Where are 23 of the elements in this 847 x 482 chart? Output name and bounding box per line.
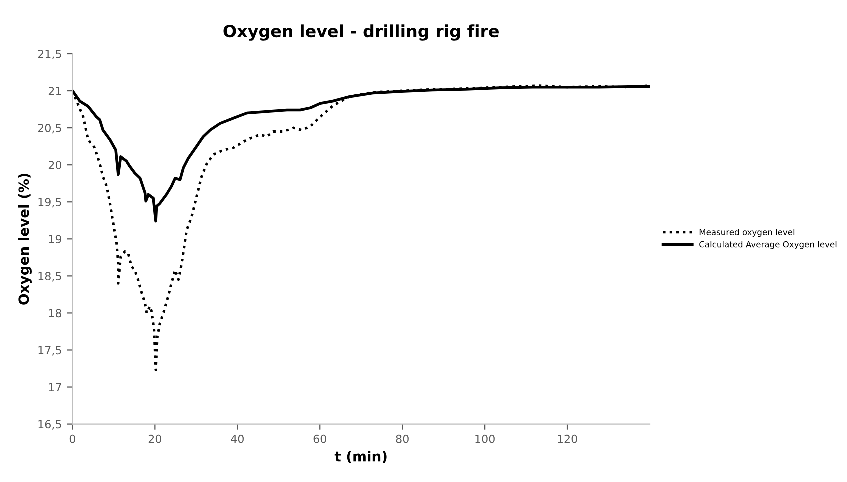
legend-label: Measured oxygen level bbox=[700, 229, 795, 238]
y-tick-label: 16,5 bbox=[38, 420, 62, 430]
y-tick-label: 21 bbox=[48, 87, 62, 96]
y-tick-label: 20 bbox=[48, 161, 62, 170]
y-tick-label: 18 bbox=[49, 309, 62, 318]
y-tick-label: 21,5 bbox=[38, 50, 62, 60]
x-tick-label: 0 bbox=[70, 434, 76, 444]
y-axis-title: Oxygen level (%) bbox=[18, 174, 32, 305]
legend-label: Calculated Average Oxygen level bbox=[700, 241, 837, 250]
x-tick-label: 80 bbox=[396, 434, 409, 444]
y-tick-label: 18,5 bbox=[38, 272, 62, 282]
y-tick-label: 17 bbox=[49, 383, 62, 392]
x-axis-title: t (min) bbox=[334, 451, 387, 464]
y-tick-label: 19,5 bbox=[38, 198, 62, 208]
y-tick-label: 17,5 bbox=[38, 346, 62, 356]
x-tick-label: 120 bbox=[558, 434, 578, 444]
y-tick-label: 20,5 bbox=[38, 124, 62, 134]
x-tick-label: 40 bbox=[231, 434, 244, 444]
x-tick-label: 100 bbox=[476, 434, 495, 444]
chart-title: Oxygen level - drilling rig fire bbox=[224, 24, 499, 41]
x-tick-label: 60 bbox=[314, 434, 326, 444]
x-tick-label: 20 bbox=[148, 434, 162, 444]
y-tick-label: 19 bbox=[49, 235, 62, 244]
